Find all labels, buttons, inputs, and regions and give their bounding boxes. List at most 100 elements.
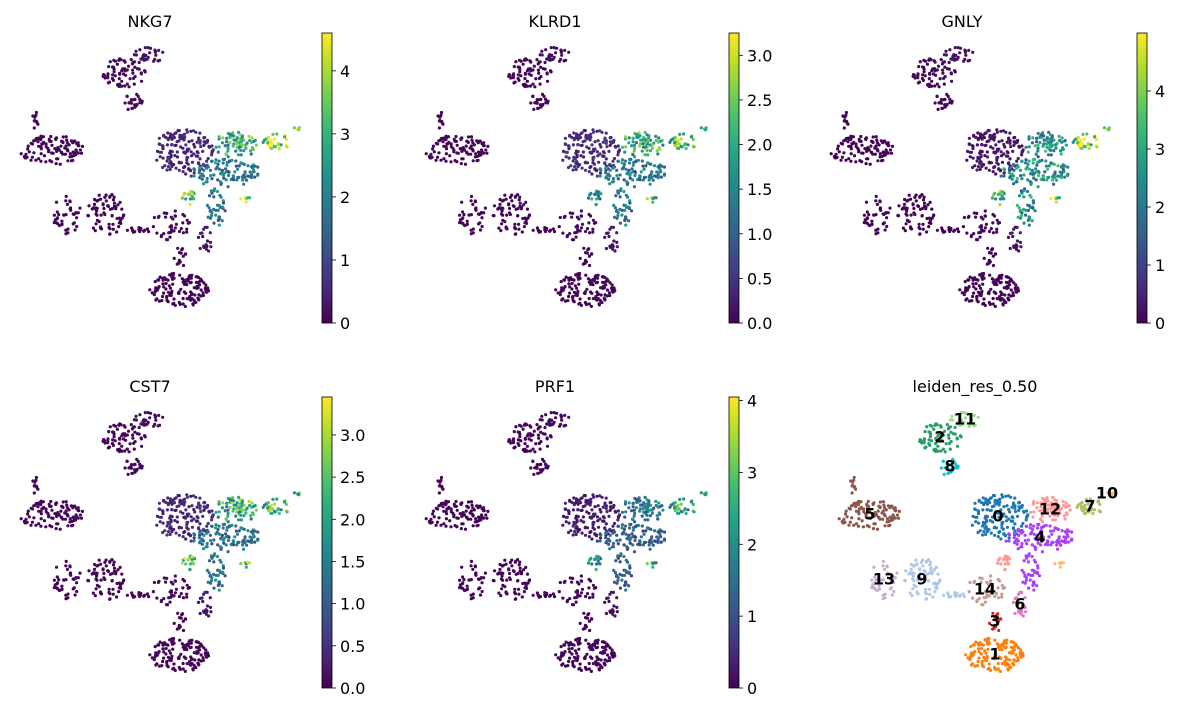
point-cluster-9 [516,214,520,218]
point-cluster-5 [49,139,53,143]
point-cluster-13 [865,216,870,220]
point-cluster-2 [128,442,132,446]
point-cluster-14 [151,590,155,594]
point-cluster-11 [559,50,563,54]
point-cluster-13 [882,221,886,225]
point-cluster-0 [588,530,592,535]
point-cluster-14 [585,227,590,231]
point-cluster-0 [192,171,196,175]
point-cluster-6 [615,596,619,600]
point-cluster-5 [442,157,446,161]
point-cluster-5 [37,157,41,161]
colorbar-tick-label: 1.0 [747,225,772,244]
point-cluster-12 [650,146,655,150]
point-cluster-10 [1056,196,1060,200]
point-cluster-13 [874,199,878,203]
point-cluster-9 [949,226,953,231]
point-cluster-12 [1027,145,1031,149]
point-cluster-4 [241,178,245,182]
point-cluster-12 [644,145,648,149]
point-cluster-0 [185,523,189,527]
point-cluster-9 [93,207,97,211]
point-cluster-5 [74,148,78,152]
point-cluster-9 [927,225,931,229]
point-cluster-5 [463,527,468,531]
point-cluster-11 [963,50,968,54]
point-cluster-4 [619,187,623,191]
point-cluster-1 [584,638,588,642]
point-cluster-5 [431,144,435,148]
point-cluster-6 [196,600,201,605]
point-cluster-4 [200,537,204,541]
point-cluster-5 [441,122,445,126]
point-cluster-1 [981,282,985,286]
point-cluster-4 [644,529,648,533]
point-cluster-9 [145,227,150,231]
point-cluster-4 [642,175,647,180]
point-cluster-5 [868,162,872,166]
point-cluster-10 [652,196,657,200]
point-cluster-0 [971,156,975,160]
point-cluster-0 [1015,159,1019,163]
point-cluster-2 [137,425,141,430]
point-cluster-1 [566,664,570,668]
point-cluster-0 [971,147,975,151]
point-cluster-7 [269,506,273,511]
point-cluster-10 [297,128,301,132]
point-cluster-4 [619,552,623,556]
point-cluster-12 [221,501,225,505]
point-cluster-0 [989,161,994,165]
point-cluster-0 [168,132,173,136]
point-cluster-1 [161,659,165,664]
point-cluster-14 [995,227,999,231]
point-cluster-5 [439,158,443,162]
point-cluster-9 [548,228,553,232]
point-cluster-0 [170,143,174,147]
point-cluster-4 [615,573,619,578]
point-cluster-7 [682,132,686,136]
point-cluster-0 [166,522,170,526]
point-cluster-4 [620,578,624,582]
point-cluster-4 [628,199,632,203]
point-cluster-2 [538,82,542,86]
point-cluster-2 [523,437,528,441]
point-cluster-9 [505,227,509,231]
point-cluster-9 [99,197,103,201]
point-cluster-1 [586,277,591,281]
point-cluster-0 [611,524,615,528]
point-cluster-1 [153,290,157,294]
point-cluster-4 [660,529,664,533]
point-cluster-1 [605,653,610,657]
point-cluster-1 [583,300,588,305]
point-cluster-13 [869,223,874,227]
colorbar-tick-label: 0.0 [340,679,365,698]
point-cluster-1 [599,286,603,290]
point-cluster-1 [578,297,582,301]
point-cluster-11 [549,54,553,58]
point-cluster-8 [138,462,142,466]
point-cluster-8 [536,471,540,475]
point-cluster-5 [74,513,78,517]
point-cluster-14 [975,238,980,242]
point-cluster-9 [87,204,91,208]
point-cluster-2 [132,82,136,86]
point-cluster-9 [904,222,908,226]
point-cluster-9 [102,206,106,211]
point-cluster-9 [523,581,527,585]
point-cluster-0 [993,132,997,136]
point-cluster-4 [611,531,615,535]
point-cluster-1 [179,652,183,656]
point-cluster-1 [608,293,612,298]
point-cluster-9 [112,566,117,570]
point-cluster-5 [879,139,883,143]
point-cluster-1 [963,280,967,284]
point-cluster-1 [154,286,158,290]
point-cluster-5 [32,516,36,520]
point-cluster-13 [461,581,465,585]
point-cluster-0 [192,142,196,147]
point-cluster-14 [181,577,185,582]
point-cluster-4 [222,541,226,545]
point-cluster-12 [223,144,227,148]
point-cluster-4 [242,547,246,551]
point-cluster-0 [569,164,573,168]
